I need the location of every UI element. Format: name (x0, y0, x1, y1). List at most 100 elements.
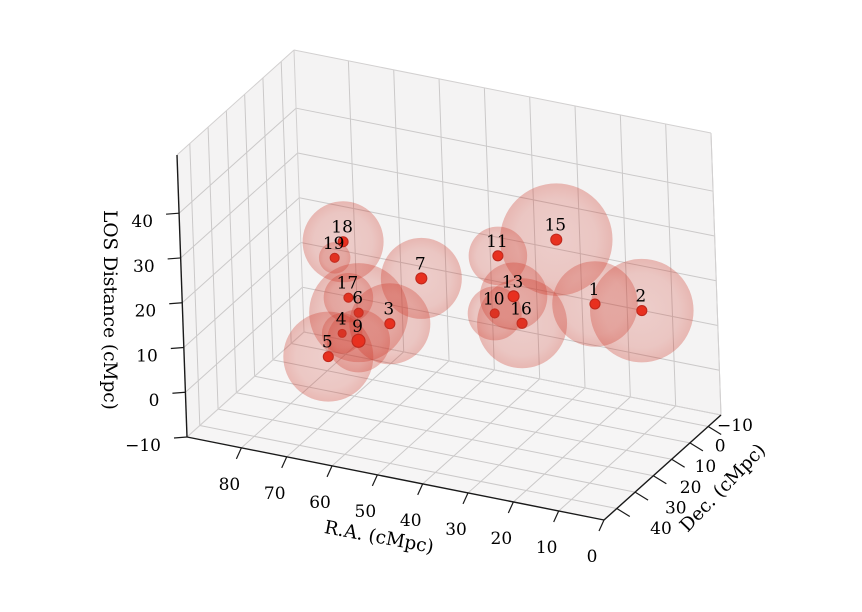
z-tick-label: 0 (149, 391, 160, 411)
point-label-17: 17 (337, 274, 359, 294)
x-axis-spine (186, 436, 605, 521)
gridline-ra (558, 405, 677, 512)
dot-point-9 (351, 333, 366, 348)
gridline-dec (217, 408, 636, 493)
y-tick-label: 30 (665, 498, 687, 518)
gridline-dec (280, 61, 292, 344)
gridline-dec (244, 94, 256, 377)
dot-point-1 (589, 298, 601, 310)
tick-marks-and-labels: 80 70 60 50 40 30 20 10 0−10010203040−1001020304… (125, 212, 753, 567)
gridline-dec (236, 392, 654, 477)
x-tick (281, 456, 288, 469)
z-tick (173, 436, 188, 439)
point-label-16: 16 (510, 299, 532, 319)
y-tick (653, 475, 667, 485)
x-tick-label: 50 (355, 502, 377, 522)
gridline-dec (262, 77, 274, 360)
axes-frame (176, 49, 722, 521)
y-tick (707, 425, 722, 435)
gridline-los (178, 107, 297, 214)
z-axis-spine (176, 154, 188, 438)
z-axis-title: LOS Distance (cMpc) (99, 210, 120, 410)
y-tick-label: −10 (717, 416, 753, 436)
point-label-13: 13 (502, 272, 524, 292)
point-label-11: 11 (486, 232, 508, 252)
x-tick (235, 447, 242, 460)
gridline-ra (665, 123, 677, 406)
gridline-ra (438, 78, 450, 361)
y-tick-label: 40 (650, 519, 672, 539)
y-axis-spine (603, 414, 722, 521)
point-label-9: 9 (352, 317, 363, 337)
z-tick-label: 30 (133, 257, 155, 277)
point-label-10: 10 (483, 289, 505, 309)
z-tick-label: 40 (131, 212, 153, 232)
y-tick (634, 491, 649, 501)
z-tick-label: 10 (136, 346, 158, 366)
y-tick-label: 10 (695, 457, 717, 477)
x-tick-label: 10 (536, 538, 558, 558)
point-label-6: 6 (352, 289, 363, 309)
x-tick (598, 519, 605, 532)
point-label-5: 5 (322, 333, 333, 353)
dot-point-18 (337, 236, 349, 248)
gridline-dec (207, 127, 219, 410)
gridline-los (297, 152, 715, 237)
gridline-los (180, 152, 298, 259)
gridline-ra (422, 378, 541, 485)
gridline-ra (377, 369, 495, 476)
x-tick (326, 465, 333, 478)
point-label-15: 15 (544, 216, 566, 236)
y-tick (616, 508, 631, 518)
gridline-los (295, 107, 714, 192)
x-tick (462, 492, 469, 505)
gridline-los (181, 197, 300, 304)
y-tick (671, 458, 685, 468)
point-label-2: 2 (635, 287, 646, 307)
z-tick (170, 346, 184, 350)
point-label-3: 3 (383, 300, 394, 320)
gridline-ra (331, 360, 450, 467)
z-tick-label: −10 (125, 436, 161, 456)
gridline-los (183, 242, 302, 348)
dot-point-11 (492, 250, 504, 262)
box-edge-top-left (176, 49, 295, 156)
x-tick (507, 501, 514, 514)
gridline-ra (286, 351, 405, 458)
point-label-18: 18 (331, 218, 353, 238)
x-tick-label: 80 (219, 475, 241, 495)
z-tick (172, 391, 186, 394)
point-label-4: 4 (336, 309, 347, 329)
gridline-dec (225, 110, 237, 393)
y-tick (689, 442, 704, 452)
box-edge-back-vertical (293, 49, 305, 333)
x-tick-label: 70 (264, 484, 286, 504)
y-tick-label: 0 (715, 437, 726, 457)
gridline-dec (199, 425, 617, 510)
z-tick (167, 257, 181, 260)
x-tick-label: 30 (445, 520, 467, 540)
gridline-los (185, 286, 303, 393)
data-points (283, 183, 694, 402)
dot-point-2 (636, 305, 648, 317)
dot-point-15 (550, 233, 563, 246)
box-edge-right-vertical (710, 132, 722, 416)
x-tick (417, 483, 424, 496)
x-tick-label: 60 (309, 493, 331, 513)
point-label-7: 7 (415, 254, 426, 274)
x-tick-label: 0 (587, 547, 598, 567)
y-tick-label: 20 (680, 478, 702, 498)
point-label-1: 1 (589, 280, 600, 300)
gridline-ra (467, 387, 586, 494)
z-tick (166, 212, 180, 215)
point-label-19: 19 (323, 234, 345, 254)
z-tick (169, 302, 183, 305)
gridline-dec (189, 143, 201, 426)
dot-point-13 (507, 290, 520, 303)
z-tick-label: 20 (135, 302, 157, 322)
x-tick (553, 510, 560, 523)
dot-point-7 (415, 272, 428, 285)
box-edge-top-right (293, 49, 712, 134)
